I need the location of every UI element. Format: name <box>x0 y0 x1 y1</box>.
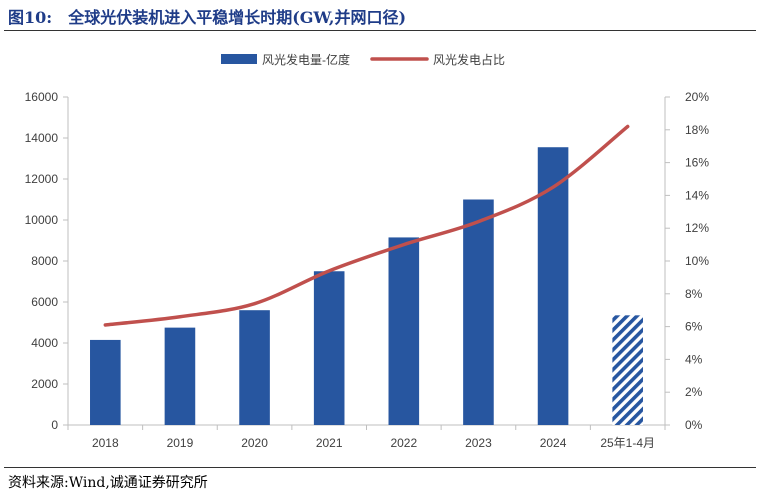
bar <box>388 237 420 425</box>
axes: 0 2000 4000 6000 8000 10000 12000 14000 16000 0% 2… <box>25 90 710 450</box>
y-left-tick-label: 14000 <box>25 131 59 145</box>
y-left-tick-label: 16000 <box>25 90 59 104</box>
x-tick-label: 2023 <box>465 436 492 450</box>
bar-estimate <box>612 315 643 425</box>
y-right-tick-label: 18% <box>685 123 709 137</box>
y-left-tick-label: 2000 <box>31 377 58 391</box>
y-right-tick-label: 16% <box>685 156 709 170</box>
x-tick-label: 2018 <box>92 436 119 450</box>
x-tick-label: 25年1-4月 <box>600 436 655 450</box>
bar <box>90 339 121 425</box>
bar <box>463 199 494 425</box>
x-tick-label: 2021 <box>316 436 343 450</box>
y-left-tick-label: 4000 <box>31 336 58 350</box>
y-left-tick-label: 6000 <box>31 295 58 309</box>
figure-title: 图10: 全球光伏装机进入平稳增长时期(GW,并网口径) <box>8 4 406 28</box>
legend-bar-label: 风光发电量-亿度 <box>262 52 350 67</box>
bar <box>239 310 270 425</box>
legend-bar-swatch <box>221 54 257 64</box>
bar-series <box>90 147 643 425</box>
figure-number: 图10: <box>8 8 53 27</box>
x-tick-label: 2020 <box>241 436 268 450</box>
bar <box>164 327 196 425</box>
y-right-tick-label: 14% <box>685 188 709 202</box>
y-right-tick-label: 12% <box>685 221 709 235</box>
y-right-tick-label: 8% <box>685 287 703 301</box>
x-tick-label: 2019 <box>167 436 194 450</box>
top-rule <box>4 30 756 31</box>
bottom-rule <box>4 467 756 468</box>
x-tick-label: 2024 <box>540 436 567 450</box>
y-right-tick-label: 6% <box>685 320 703 334</box>
legend: 风光发电量-亿度 风光发电占比 <box>221 52 505 67</box>
y-right-tick-label: 0% <box>685 418 703 432</box>
y-left-tick-label: 10000 <box>25 213 59 227</box>
y-right-tick-label: 4% <box>685 352 703 366</box>
line-series <box>103 124 630 327</box>
source-note: 资料来源:Wind,诚通证券研究所 <box>8 475 208 491</box>
y-right-tick-label: 10% <box>685 254 709 268</box>
figure-title-text: 全球光伏装机进入平稳增长时期(GW,并网口径) <box>68 8 407 27</box>
bar <box>313 271 345 425</box>
y-left-tick-label: 8000 <box>31 254 58 268</box>
share-line <box>103 124 630 327</box>
y-left-tick-label: 0 <box>51 418 58 432</box>
y-right-tick-label: 2% <box>685 385 703 399</box>
x-tick-label: 2022 <box>390 436 417 450</box>
legend-line-label: 风光发电占比 <box>433 52 505 67</box>
y-left-tick-label: 12000 <box>25 172 59 186</box>
y-right-tick-label: 20% <box>685 90 709 104</box>
